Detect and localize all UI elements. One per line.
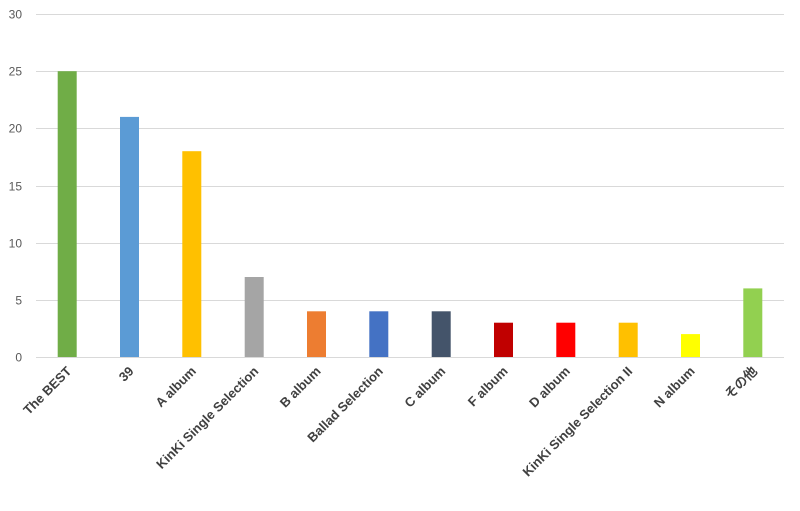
y-tick-label: 15 xyxy=(9,180,23,194)
bar-0 xyxy=(57,71,77,357)
bar-10 xyxy=(681,334,700,357)
y-tick-label: 30 xyxy=(9,8,23,22)
y-tick-label: 10 xyxy=(9,237,23,251)
bar-6 xyxy=(431,311,451,357)
bar-5 xyxy=(369,311,389,357)
gridlines xyxy=(36,14,784,358)
x-tick-label: B album xyxy=(277,364,324,411)
bar-2 xyxy=(182,151,202,357)
y-tick-label: 25 xyxy=(9,65,23,79)
y-tick-label: 20 xyxy=(9,122,23,136)
x-tick-label: N album xyxy=(651,364,698,411)
x-tick-label: A album xyxy=(152,364,199,411)
bars xyxy=(57,71,763,358)
x-tick-label: The BEST xyxy=(20,363,74,417)
x-tick-label: D album xyxy=(526,364,573,411)
bar-1 xyxy=(120,116,139,358)
bar-4 xyxy=(307,311,326,357)
y-axis-ticks: 0 5 10 15 20 25 30 xyxy=(9,8,23,365)
y-tick-label: 0 xyxy=(15,351,22,365)
x-tick-label: 39 xyxy=(116,364,137,385)
bar-8 xyxy=(556,322,576,357)
bar-3 xyxy=(244,277,264,357)
bar-9 xyxy=(618,322,638,357)
bar-11 xyxy=(743,288,763,357)
x-tick-label: C album xyxy=(401,364,448,411)
x-tick-label: F album xyxy=(465,364,511,410)
bar-7 xyxy=(494,322,513,357)
x-tick-label: KinKi Single Selection xyxy=(153,363,261,471)
y-tick-label: 5 xyxy=(15,294,22,308)
x-tick-label: KinKi Single Selection II xyxy=(519,364,635,480)
x-tick-label: その他 xyxy=(722,364,760,402)
